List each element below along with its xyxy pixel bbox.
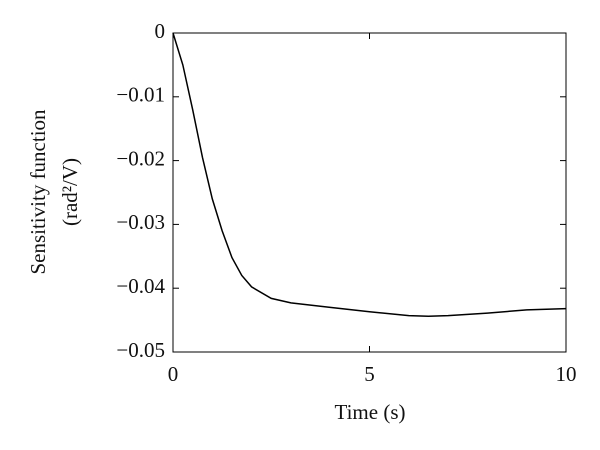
x-tick-label: 10 xyxy=(556,362,577,386)
y-tick-label: −0.03 xyxy=(116,210,165,234)
y-tick-label: 0 xyxy=(155,19,166,43)
y-tick-label: −0.04 xyxy=(116,274,165,298)
x-tick-label: 5 xyxy=(364,362,375,386)
y-axis-title: Sensitivity function xyxy=(26,109,50,275)
x-tick-label: 0 xyxy=(168,362,179,386)
x-axis-title: Time (s) xyxy=(335,400,406,424)
y-axis-title: (rad²/V) xyxy=(58,158,82,226)
y-tick-label: −0.02 xyxy=(116,146,165,170)
plot-frame xyxy=(172,32,567,353)
line-series xyxy=(172,32,567,318)
y-tick-label: −0.05 xyxy=(116,338,165,362)
y-tick-label: −0.01 xyxy=(116,83,165,107)
